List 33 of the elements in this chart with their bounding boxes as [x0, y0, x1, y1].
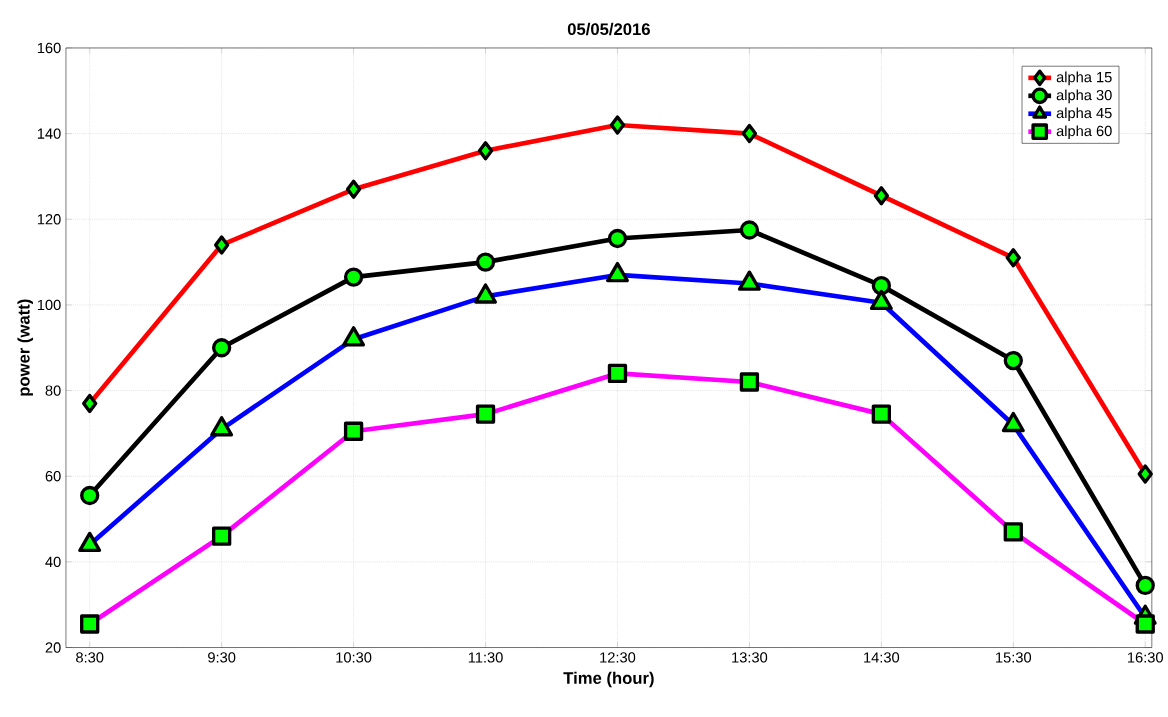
x-tick-label: 9:30 — [208, 652, 236, 663]
point — [871, 275, 892, 296]
x-tick-label: 14:30 — [864, 652, 900, 663]
x-tick-label: 15:30 — [996, 652, 1032, 663]
chart-title: 05/05/2016 — [567, 22, 650, 36]
y-axis-title: power (watt) — [17, 299, 33, 396]
y-tick-label: 80 — [45, 385, 61, 396]
point — [1135, 575, 1155, 595]
x-tick-label: 10:30 — [336, 652, 372, 663]
y-tick-label: 40 — [45, 556, 61, 567]
legend-label: alpha 15 — [1056, 71, 1112, 85]
legend-label: alpha 30 — [1056, 89, 1112, 103]
legend-label: alpha 60 — [1056, 125, 1112, 139]
point — [607, 228, 628, 248]
y-tick-label: 140 — [37, 128, 61, 139]
point — [1003, 350, 1023, 371]
point — [80, 485, 100, 505]
y-tick-label: 60 — [45, 470, 61, 482]
x-tick-label: 12:30 — [600, 652, 636, 663]
x-axis-title: Time (hour) — [563, 671, 654, 688]
y-tick-label: 160 — [37, 42, 61, 53]
legend-label: alpha 45 — [1056, 107, 1112, 121]
x-tick-label: 16:30 — [1128, 652, 1163, 663]
point — [211, 337, 232, 358]
x-tick-label: 11:30 — [468, 652, 503, 663]
x-tick-label: 8:30 — [76, 652, 104, 663]
point — [739, 220, 760, 240]
point — [475, 252, 496, 272]
x-tick-label: 13:30 — [732, 652, 768, 663]
y-tick-label: 120 — [37, 213, 61, 225]
y-tick-label: 20 — [45, 642, 61, 653]
point — [343, 267, 364, 287]
y-tick-label: 100 — [37, 299, 61, 310]
